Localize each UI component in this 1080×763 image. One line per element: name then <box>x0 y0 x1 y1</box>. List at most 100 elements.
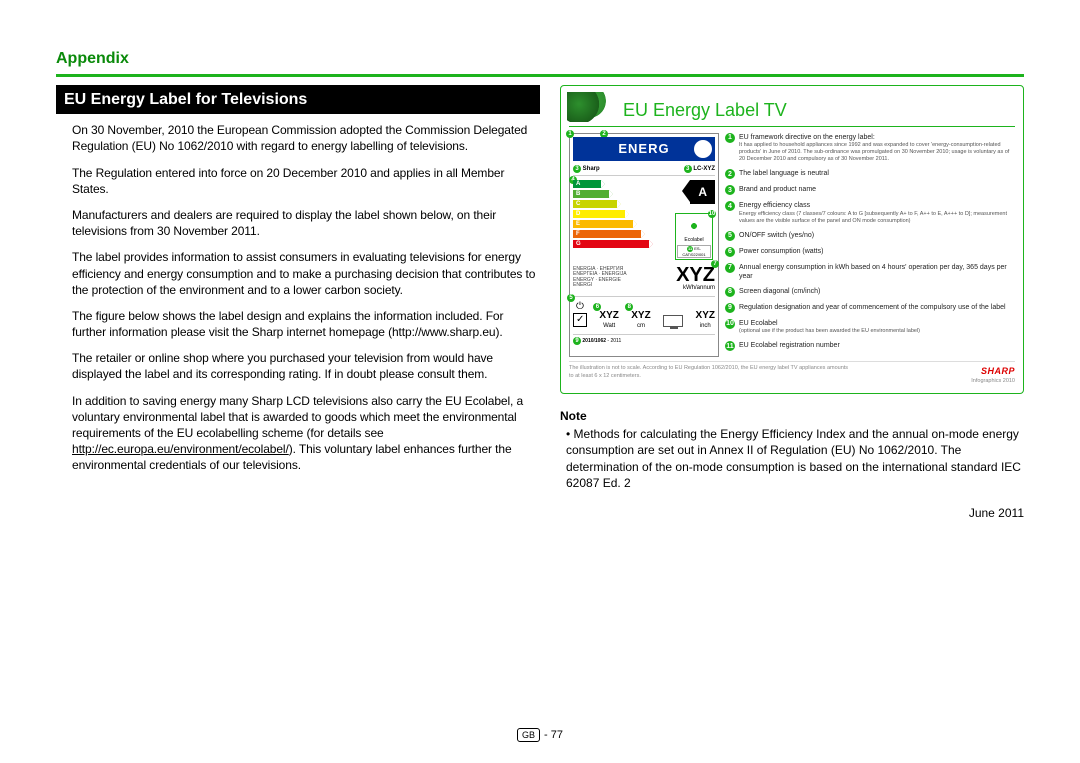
efficiency-arrow: E <box>573 220 633 228</box>
tv-icon-box <box>663 315 683 330</box>
watt-value: XYZ <box>599 310 618 321</box>
legend-num-icon: 9 <box>725 303 735 313</box>
legend-item: 2 The label language is neutral <box>725 169 1015 179</box>
footer-page-num: - 77 <box>544 729 563 741</box>
right-column: EU Energy Label TV 1 2 ENERG 3 Sharp 3 L… <box>560 85 1024 522</box>
cm-value: XYZ <box>631 310 650 321</box>
legend-item: 7 Annual energy consumption in kWh based … <box>725 263 1015 281</box>
sharp-logo: SHARP <box>981 366 1015 376</box>
model-text: LC-XYZ <box>693 166 715 172</box>
energ-text: ENERG <box>618 140 669 158</box>
efficiency-arrows: 4 ABCDEFG A 10 Ecolabel 11 ES-CAT/022/00… <box>573 180 715 260</box>
eco-text-pre: In addition to saving energy many Sharp … <box>72 394 523 440</box>
section-title: EU Energy Label for Televisions <box>56 85 540 115</box>
legend-text: ON/OFF switch (yes/no) <box>739 231 1015 240</box>
legend-item: 11 EU Ecolabel registration number <box>725 341 1015 351</box>
watt-box: 6 XYZ Watt <box>599 309 618 331</box>
callout-icon: 3 <box>573 165 581 173</box>
inch-box: XYZ inch <box>696 309 715 331</box>
legend-num-icon: 7 <box>725 263 735 273</box>
card-footer: The illustration is not to scale. Accord… <box>569 361 1015 385</box>
content-columns: EU Energy Label for Televisions On 30 No… <box>56 85 1024 522</box>
efficiency-arrow: B <box>573 190 609 198</box>
inch-unit: inch <box>700 323 711 329</box>
brand-text: Sharp <box>583 166 600 172</box>
card-header: EU Energy Label TV <box>569 94 1015 127</box>
cm-box: 8 XYZ cm <box>631 309 650 331</box>
energy-sticker: 1 2 ENERG 3 Sharp 3 LC-XYZ 4 ABCDEFG <box>569 133 719 357</box>
body-para: On 30 November, 2010 the European Commis… <box>72 122 540 154</box>
legend-text: Brand and product name <box>739 185 1015 194</box>
footer-gb-badge: GB <box>517 728 540 742</box>
legend-num-icon: 2 <box>725 169 735 179</box>
legend-num-icon: 10 <box>725 319 735 329</box>
green-divider <box>56 74 1024 77</box>
body-para: Manufacturers and dealers are required t… <box>72 207 540 239</box>
ecolabel-link[interactable]: http://ec.europa.eu/environment/ecolabel… <box>72 442 289 456</box>
legend-num-icon: 11 <box>725 341 735 351</box>
inch-value: XYZ <box>696 310 715 321</box>
eu-stars-icon <box>575 138 597 160</box>
legend-item: 6 Power consumption (watts) <box>725 247 1015 257</box>
legend-item: 5ON/OFF switch (yes/no) <box>725 231 1015 241</box>
efficiency-arrow: C <box>573 200 617 208</box>
legend-item: 9 Regulation designation and year of comm… <box>725 303 1015 313</box>
card-header-text: EU Energy Label TV <box>623 100 787 120</box>
cm-unit: cm <box>637 323 645 329</box>
body-para: The figure below shows the label design … <box>72 308 540 340</box>
callout-icon: 9 <box>573 337 581 345</box>
body-para: The retailer or online shop where you pu… <box>72 350 540 382</box>
leaf-icon <box>567 92 607 122</box>
callout-icon: 5 <box>567 294 575 302</box>
legend-text: Power consumption (watts) <box>739 247 1015 256</box>
legend-text: Energy efficiency classEnergy efficiency… <box>739 201 1015 224</box>
switch-box: 5 ⏻ <box>573 300 587 331</box>
body-para: The Regulation entered into force on 20 … <box>72 165 540 197</box>
note-heading: Note <box>560 408 1024 424</box>
efficiency-arrow: G <box>573 240 649 248</box>
annual-value: XYZ <box>676 266 715 284</box>
appendix-heading: Appendix <box>56 48 1024 70</box>
body-para: The label provides information to assist… <box>72 249 540 298</box>
rating-indicator: A <box>690 180 715 204</box>
legend-item: 1 EU framework directive on the energy la… <box>725 133 1015 164</box>
reg-num: 2010/1062 <box>582 338 606 344</box>
sticker-bottom-row: 5 ⏻ 6 XYZ Watt 8 XYZ cm <box>573 296 715 331</box>
energ-multilang: ENERGIA · ЕНЕРГИЯ ΕΝΕΡΓΕΙΑ · ENERGIJA EN… <box>573 267 672 289</box>
body-para-ecolabel: In addition to saving energy many Sharp … <box>72 393 540 474</box>
legend-list: 1 EU framework directive on the energy la… <box>725 133 1015 357</box>
efficiency-arrow: D <box>573 210 625 218</box>
legend-text: Regulation designation and year of comme… <box>739 303 1015 312</box>
legend-item: 10 EU Ecolabel(optional use if the produc… <box>725 319 1015 335</box>
legend-num-icon: 1 <box>725 133 735 143</box>
reg-year: 2011 <box>610 338 621 344</box>
eu-badge-icon <box>694 140 712 158</box>
note-item: Methods for calculating the Energy Effic… <box>566 426 1024 491</box>
date-text: June 2011 <box>560 505 1024 521</box>
ecolabel-text: Ecolabel <box>677 237 711 244</box>
ecolabel-box: 10 Ecolabel 11 ES-CAT/022/001 <box>675 213 713 260</box>
legend-text: Screen diagonal (cm/inch) <box>739 287 1015 296</box>
brand-row: 3 Sharp 3 LC-XYZ <box>573 163 715 176</box>
regulation-row: 9 2010/1062 - 2011 <box>573 334 715 345</box>
legend-text: EU Ecolabel registration number <box>739 341 1015 350</box>
card-footnote: The illustration is not to scale. Accord… <box>569 365 849 385</box>
energy-label-card: EU Energy Label TV 1 2 ENERG 3 Sharp 3 L… <box>560 85 1024 394</box>
switch-check-icon <box>573 313 587 327</box>
legend-text: EU framework directive on the energy lab… <box>739 133 1015 164</box>
callout-icon: 10 <box>708 210 716 218</box>
tv-icon <box>663 315 683 327</box>
eu-flag: ENERG <box>573 137 715 161</box>
callout-icon: 3 <box>684 165 692 173</box>
legend-text: Annual energy consumption in kWh based o… <box>739 263 1015 281</box>
legend-num-icon: 6 <box>725 247 735 257</box>
ecolabel-reg-text: ES-CAT/022/001 <box>682 246 705 257</box>
legend-text: EU Ecolabel(optional use if the product … <box>739 319 1015 335</box>
left-column: EU Energy Label for Televisions On 30 No… <box>56 85 540 484</box>
legend-item: 3Brand and product name <box>725 185 1015 195</box>
legend-text: The label language is neutral <box>739 169 1015 178</box>
legend-item: 4Energy efficiency classEnergy efficienc… <box>725 201 1015 224</box>
ecolabel-flower-icon <box>684 216 704 236</box>
legend-item: 8Screen diagonal (cm/inch) <box>725 287 1015 297</box>
note-block: Note Methods for calculating the Energy … <box>560 408 1024 491</box>
